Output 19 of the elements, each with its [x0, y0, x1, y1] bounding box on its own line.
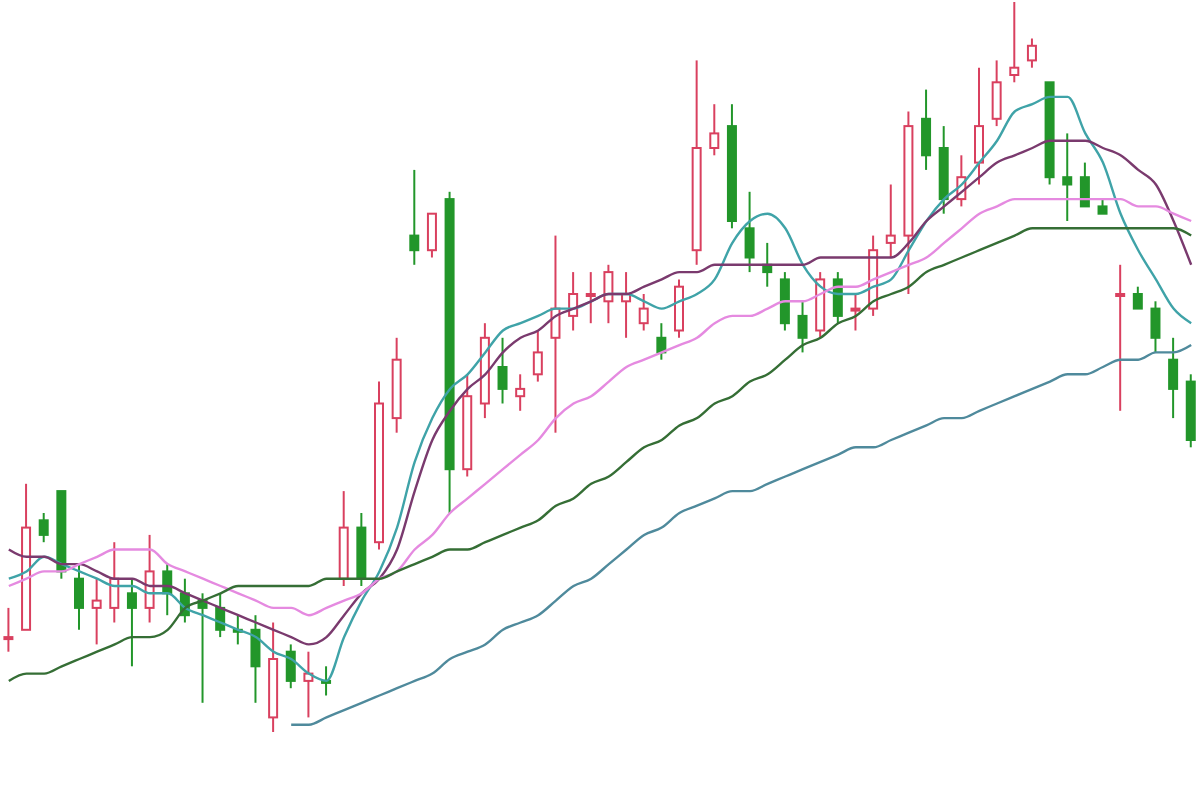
candlestick	[532, 329, 543, 383]
candlestick	[391, 336, 402, 434]
candlestick	[462, 373, 473, 478]
candlestick	[144, 533, 155, 624]
candlestick	[1168, 336, 1179, 420]
candlestick	[585, 271, 596, 325]
candlestick	[974, 66, 984, 186]
candlestick	[691, 59, 702, 266]
candlestick	[921, 88, 932, 171]
candlestick	[268, 621, 279, 732]
candlestick	[374, 380, 384, 551]
candlestick	[1115, 263, 1126, 412]
candlestick	[91, 577, 102, 646]
candlestick	[497, 336, 508, 405]
candlestick	[409, 168, 420, 266]
candlestick	[1062, 132, 1073, 222]
candlestick	[850, 293, 861, 332]
candlestick	[515, 373, 526, 412]
candlestick	[903, 110, 914, 295]
